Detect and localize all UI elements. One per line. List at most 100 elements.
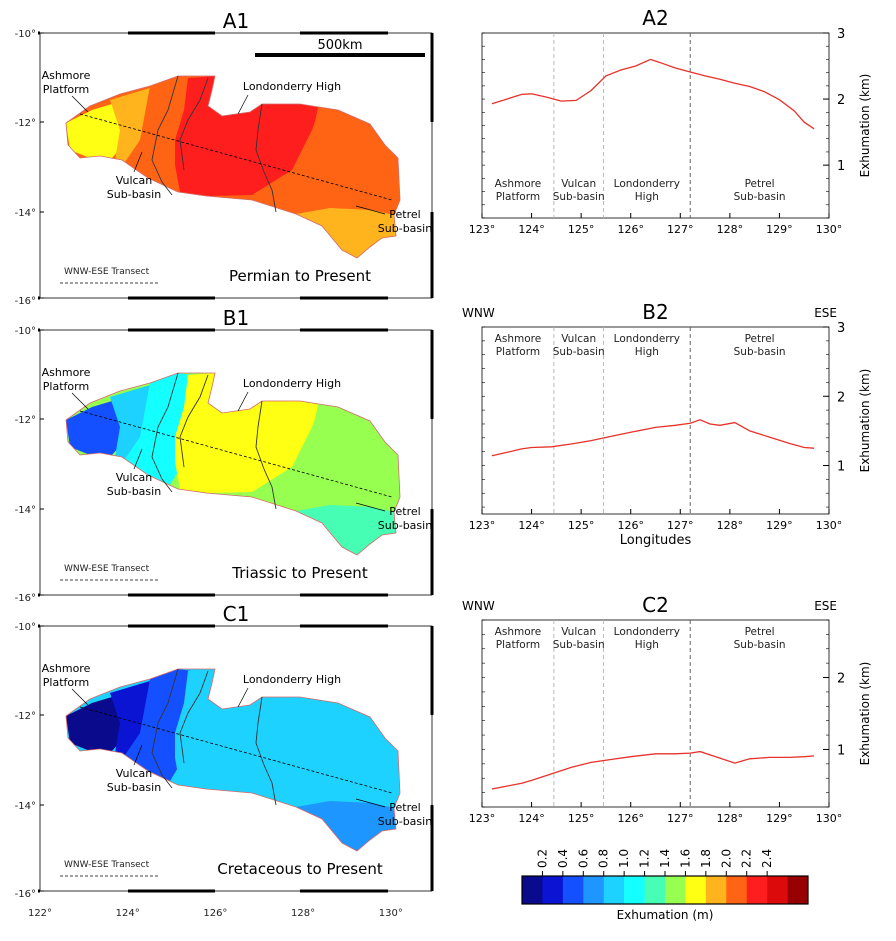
chart-title: C2 bbox=[642, 593, 669, 617]
label-leader bbox=[71, 392, 89, 410]
sub-basin-boundary bbox=[151, 372, 179, 493]
region-label: Sub-basin bbox=[553, 191, 605, 203]
colorbar-swatch bbox=[726, 876, 748, 904]
x-tick-label: 124° bbox=[518, 812, 545, 825]
x-tick-label: 124° bbox=[518, 519, 545, 532]
lat-tick-label: -10° bbox=[15, 326, 36, 337]
lat-tick-label: -12° bbox=[15, 415, 36, 426]
direction-label-right: ESE bbox=[814, 306, 837, 320]
label-leader bbox=[133, 744, 143, 766]
x-tick-label: 127° bbox=[667, 812, 694, 825]
lat-tick-label: -10° bbox=[15, 622, 36, 633]
lat-tick-label: -14° bbox=[15, 801, 36, 812]
colorbar-tick-label: 0.8 bbox=[597, 849, 611, 868]
label-vulcan: Vulcan bbox=[116, 174, 153, 187]
exhumation-zone bbox=[280, 405, 400, 512]
period-label: Cretaceous to Present bbox=[217, 860, 383, 878]
region-label: Petrel bbox=[745, 333, 775, 345]
region-label: Vulcan bbox=[561, 178, 596, 190]
label-leader bbox=[71, 688, 89, 706]
label-petrel: Petrel bbox=[389, 505, 420, 518]
exhumation-zone bbox=[175, 76, 320, 196]
region-label: Ashmore bbox=[495, 178, 542, 190]
x-tick-label: 126° bbox=[617, 812, 644, 825]
basin-outline bbox=[65, 372, 401, 556]
basin-outline bbox=[65, 668, 401, 852]
colorbar-tick-label: 0.4 bbox=[556, 849, 570, 868]
profile-charts: A2AshmorePlatformVulcanSub-basinLondonde… bbox=[462, 6, 872, 825]
exhumation-profile-line bbox=[491, 750, 815, 790]
lon-tick-label: 124° bbox=[116, 908, 140, 919]
y-axis-label: Exhumation (km) bbox=[858, 662, 872, 766]
colorbar-tick-label: 0.6 bbox=[576, 849, 590, 868]
colorbar-tick-label: 1.0 bbox=[617, 849, 631, 868]
direction-label-left: WNW bbox=[462, 599, 495, 613]
label-vulcan-2: Sub-basin bbox=[107, 188, 161, 201]
exhumation-zone bbox=[66, 697, 128, 751]
x-tick-label: 129° bbox=[766, 223, 793, 236]
region-label: Vulcan bbox=[561, 626, 596, 638]
region-label: Londonderry bbox=[614, 626, 680, 638]
colorbar-swatch bbox=[665, 876, 686, 904]
basin-outline bbox=[65, 75, 401, 259]
label-leader bbox=[355, 502, 386, 512]
scale-bar-label: 500km bbox=[317, 38, 362, 53]
direction-label-left: WNW bbox=[462, 306, 495, 320]
label-ashmore-2: Platform bbox=[43, 380, 89, 393]
transect-line bbox=[79, 113, 393, 201]
x-tick-label: 125° bbox=[568, 223, 595, 236]
y-axis-label: Exhumation (km) bbox=[858, 74, 872, 178]
exhumation-zone bbox=[175, 373, 320, 493]
label-ashmore: Ashmore bbox=[42, 69, 91, 82]
exhumation-zone bbox=[280, 108, 400, 215]
period-label: Triassic to Present bbox=[231, 564, 368, 582]
x-tick-label: 128° bbox=[717, 519, 744, 532]
colorbar-swatch bbox=[603, 876, 625, 904]
exhumation-zone bbox=[280, 701, 400, 808]
exhumation-zone bbox=[66, 104, 128, 158]
region-label: Sub-basin bbox=[734, 346, 786, 358]
plot-frame bbox=[481, 326, 830, 515]
lat-tick-label: -16° bbox=[15, 889, 36, 900]
colorbar-swatch bbox=[705, 876, 727, 904]
colorbar-tick-label: 1.8 bbox=[699, 849, 713, 868]
colorbar-tick-label: 1.4 bbox=[658, 849, 672, 868]
label-ashmore-2: Platform bbox=[43, 676, 89, 689]
exhumation-profile-line bbox=[491, 58, 815, 130]
label-londonderry: Londonderry High bbox=[243, 377, 341, 390]
label-vulcan-2: Sub-basin bbox=[107, 781, 161, 794]
x-tick-label: 129° bbox=[766, 519, 793, 532]
label-leader bbox=[355, 205, 386, 215]
x-tick-label: 127° bbox=[667, 223, 694, 236]
sub-basin-boundary bbox=[255, 103, 277, 213]
x-tick-label: 123° bbox=[469, 519, 496, 532]
sub-basin-boundary bbox=[151, 75, 179, 196]
lat-tick-label: -14° bbox=[15, 505, 36, 516]
colorbar-legend: 0.2 0.4 0.6 0.8 1.0 1.2 1.4 1.6 1.8 2.0 2.2 2.4 Exhu… bbox=[521, 849, 809, 922]
sub-basin-boundary bbox=[179, 374, 209, 468]
colorbar-label: Exhumation (m) bbox=[617, 908, 714, 922]
plot-frame bbox=[481, 32, 830, 219]
lat-tick-label: -14° bbox=[15, 208, 36, 219]
transect-legend-label: WNW-ESE Transect bbox=[64, 267, 150, 277]
region-label: Ashmore bbox=[495, 626, 542, 638]
chart-title: B2 bbox=[642, 300, 668, 324]
x-tick-label: 125° bbox=[568, 812, 595, 825]
label-leader bbox=[71, 95, 89, 113]
x-tick-label: 126° bbox=[617, 223, 644, 236]
colorbar-swatch bbox=[746, 876, 768, 904]
region-label: Sub-basin bbox=[734, 191, 786, 203]
colorbar-swatch bbox=[522, 876, 543, 904]
sub-basin-boundary bbox=[179, 670, 209, 764]
region-label: Platform bbox=[496, 346, 540, 358]
colorbar-tick-label: 2.4 bbox=[760, 849, 774, 868]
colorbar-swatch bbox=[685, 876, 707, 904]
region-label: Sub-basin bbox=[734, 639, 786, 651]
label-leader bbox=[133, 151, 143, 173]
exhumation-zone bbox=[175, 669, 320, 789]
